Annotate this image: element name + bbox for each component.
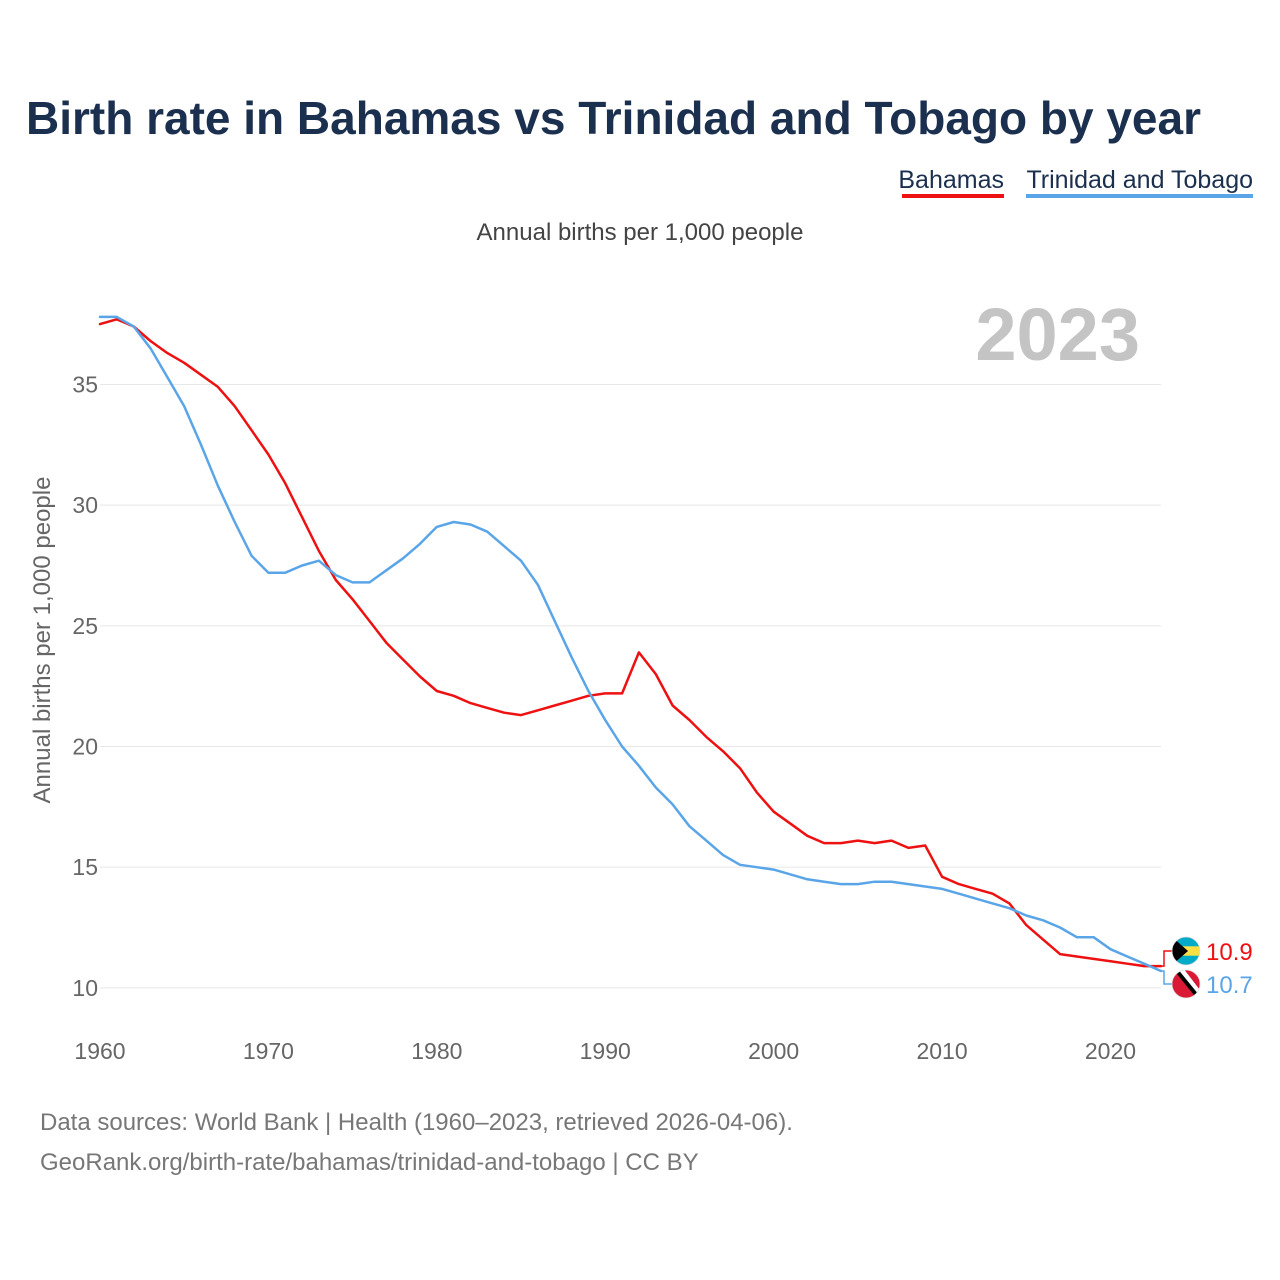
y-axis-label: Annual births per 1,000 people [29, 477, 56, 804]
legend-item-trinidad[interactable]: Trinidad and Tobago [1026, 166, 1253, 198]
y-tick-30: 30 [72, 492, 98, 518]
end-connector-bahamas [1161, 950, 1172, 967]
x-axis-ticks: 1960 1970 1980 1990 2000 2010 2020 [74, 1038, 1136, 1064]
end-labels: 10.9 10.7 [1161, 936, 1253, 999]
legend-swatch-trinidad [1026, 194, 1253, 198]
y-tick-20: 20 [72, 734, 98, 760]
bahamas-flag-icon [1171, 936, 1201, 966]
grid-lines [100, 383, 1161, 989]
chart-subtitle: Annual births per 1,000 people [477, 219, 804, 246]
footer-link[interactable]: GeoRank.org/birth-rate/bahamas/trinidad-… [40, 1149, 699, 1176]
y-tick-15: 15 [72, 854, 98, 880]
chart-title: Birth rate in Bahamas vs Trinidad and To… [26, 92, 1201, 144]
y-tick-10: 10 [72, 975, 98, 1001]
end-label-bahamas: 10.9 [1206, 939, 1253, 966]
series-lines [98, 315, 1163, 973]
x-tick-1980: 1980 [411, 1038, 462, 1064]
x-tick-1990: 1990 [580, 1038, 631, 1064]
end-connector-trinidad [1161, 970, 1172, 985]
legend-item-bahamas[interactable]: Bahamas [898, 166, 1004, 198]
x-tick-2010: 2010 [916, 1038, 967, 1064]
legend: Bahamas Trinidad and Tobago [898, 166, 1253, 198]
legend-swatch-bahamas [902, 194, 1004, 198]
y-tick-35: 35 [72, 371, 98, 397]
x-tick-2020: 2020 [1085, 1038, 1136, 1064]
series-line-bahamas[interactable] [98, 318, 1163, 968]
y-axis-ticks: 10 15 20 25 30 35 [72, 371, 98, 1000]
trinidad-flag-icon [1171, 969, 1201, 999]
x-tick-1960: 1960 [74, 1038, 125, 1064]
y-tick-25: 25 [72, 613, 98, 639]
x-tick-2000: 2000 [748, 1038, 799, 1064]
footer-source: Data sources: World Bank | Health (1960–… [40, 1109, 793, 1136]
year-watermark: 2023 [975, 293, 1140, 376]
end-label-trinidad: 10.7 [1206, 972, 1253, 999]
series-line-trinidad[interactable] [98, 315, 1163, 973]
x-tick-1970: 1970 [243, 1038, 294, 1064]
legend-label-trinidad: Trinidad and Tobago [1026, 166, 1253, 194]
legend-label-bahamas: Bahamas [898, 166, 1004, 194]
